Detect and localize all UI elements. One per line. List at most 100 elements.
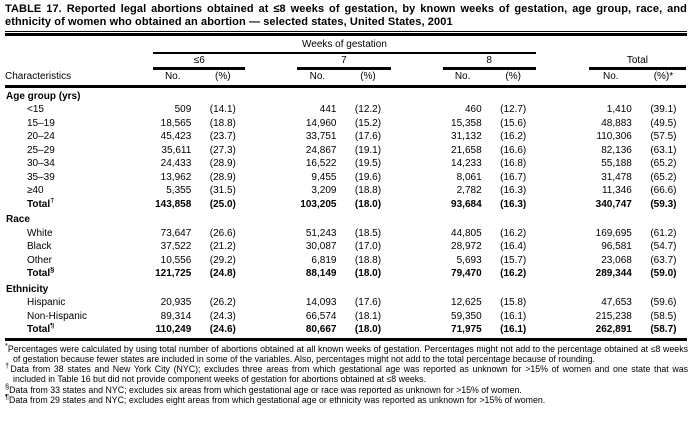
table-row: ≥40 5,355 (31.5) 3,209 (18.8) 2,782 (16.… — [5, 184, 686, 198]
column-gap — [245, 323, 297, 337]
spacer — [245, 53, 297, 69]
title-rule-thin — [5, 31, 687, 32]
column-gap — [391, 184, 443, 198]
cell-no-7: 3,209 — [311, 185, 337, 196]
cell-pct-7: (12.2) — [354, 104, 382, 115]
cell-no-le6: 20,935 — [160, 297, 192, 308]
cell-pct-le6: (21.2) — [209, 241, 236, 252]
cell-pct-le6: (23.7) — [209, 131, 236, 142]
cell-no-7: 16,522 — [305, 158, 337, 169]
cell-pct-le6: (24.3) — [209, 310, 236, 322]
table-row: Total¶ 110,249 (24.6) 80,667 (18.0) 71,9… — [5, 323, 686, 337]
row-label-marker: † — [50, 197, 55, 205]
column-gap — [245, 117, 297, 131]
cell-no-total: 1,410 — [606, 104, 632, 115]
title-rule-thick — [5, 33, 687, 36]
table-row: 35–39 13,962 (28.9) 9,455 (19.6) 8,061 (… — [5, 171, 686, 185]
cell-no-le6: 13,962 — [160, 171, 192, 183]
cell-no-total: 23,068 — [601, 254, 632, 266]
column-gap — [536, 103, 589, 117]
row-label: <15 — [5, 103, 153, 117]
table-row: 25–29 35,611 (27.3) 24,867 (19.1) 21,658… — [5, 144, 686, 158]
cell-no-8: 79,470 — [451, 268, 482, 279]
table-row: Non-Hispanic 89,314 (24.3) 66,574 (18.1)… — [5, 310, 686, 324]
row-label-text: 15–19 — [27, 117, 55, 129]
cell-pct-total: (61.2) — [650, 227, 677, 239]
cell-no-le6: 35,611 — [161, 144, 192, 156]
row-label-text: Non-Hispanic — [27, 310, 88, 322]
cell-no-le6: 5,355 — [166, 185, 192, 196]
column-gap — [391, 267, 443, 281]
spacer — [391, 53, 443, 69]
column-gap — [391, 144, 443, 158]
footnote-text: Data from 29 states and NYC; excludes ei… — [9, 394, 546, 405]
column-gap — [536, 157, 589, 171]
cell-no-7: 80,667 — [305, 324, 337, 335]
column-gap — [536, 144, 589, 158]
cell-pct-7: (18.0) — [354, 324, 382, 335]
cell-pct-le6: (28.9) — [209, 158, 236, 169]
footnote-text: Data from 38 states and New York City (N… — [10, 364, 689, 385]
column-gap — [245, 103, 297, 117]
cell-no-le6: 18,565 — [160, 117, 192, 129]
spacer — [535, 68, 589, 88]
pct-header-le6: (%) — [200, 68, 246, 88]
header-sub-row: Characteristics No. (%) No. (%) No. (%) … — [5, 68, 686, 88]
pct-header-7: (%) — [345, 68, 391, 88]
footnote-marker: § — [5, 381, 10, 391]
cell-pct-7: (19.5) — [354, 158, 382, 169]
section-header-row: Age group (yrs) — [5, 86, 686, 103]
column-gap — [536, 130, 589, 144]
cell-pct-le6: (18.8) — [209, 117, 236, 129]
cell-no-total: 169,695 — [595, 227, 632, 239]
column-gap — [391, 130, 443, 144]
cell-no-7: 30,087 — [305, 241, 337, 252]
cell-pct-le6: (25.0) — [209, 198, 236, 210]
section-header-row: Race — [5, 211, 686, 227]
column-gap — [536, 310, 589, 324]
footnote-asterisk: *Percentages were calculated by using to… — [5, 341, 688, 365]
cell-pct-le6: (26.2) — [209, 297, 236, 308]
section-title: Ethnicity — [6, 283, 49, 295]
cell-no-le6: 509 — [174, 104, 192, 115]
cell-no-7: 6,819 — [311, 254, 337, 266]
cell-no-total: 262,891 — [595, 324, 632, 335]
spacer — [5, 53, 153, 69]
cell-pct-le6: (26.6) — [209, 227, 236, 239]
cell-no-total: 110,306 — [596, 131, 632, 142]
cell-no-total: 340,747 — [595, 198, 632, 210]
col-group-8: 8 — [442, 52, 536, 70]
cell-pct-8: (16.3) — [500, 198, 527, 210]
pct-header-total: (%)* — [640, 68, 686, 88]
cell-pct-7: (19.1) — [354, 144, 382, 156]
cell-no-7: 88,149 — [305, 268, 337, 279]
spacer — [5, 38, 153, 53]
row-label-text: White — [27, 227, 53, 239]
cell-no-7: 14,093 — [305, 297, 337, 308]
no-header-8: No. — [442, 68, 491, 88]
cell-pct-total: (65.2) — [650, 158, 677, 169]
row-label: Total§ — [5, 267, 153, 281]
footnote-section: §Data from 33 states and NYC; excludes s… — [5, 381, 688, 395]
spacer — [390, 68, 443, 88]
cell-pct-le6: (31.5) — [209, 185, 236, 196]
cell-pct-le6: (29.2) — [209, 254, 236, 266]
cell-no-8: 12,625 — [451, 297, 482, 308]
row-label-text: <15 — [27, 104, 44, 115]
cell-pct-le6: (14.1) — [209, 104, 236, 115]
row-label: Other — [5, 254, 153, 268]
cell-no-total: 47,653 — [601, 297, 632, 308]
row-label-text: Other — [27, 254, 53, 266]
cell-no-8: 21,658 — [451, 144, 482, 156]
column-gap — [391, 296, 443, 310]
row-label: 30–34 — [5, 157, 153, 171]
column-gap — [391, 240, 443, 254]
cell-no-le6: 37,522 — [160, 241, 192, 252]
cell-no-total: 289,344 — [595, 268, 632, 279]
column-gap — [245, 198, 297, 212]
cell-no-7: 66,574 — [305, 310, 337, 322]
table-body: Age group (yrs) <15 509 (14.1) 441 (12.2… — [5, 86, 686, 337]
cell-pct-le6: (24.6) — [209, 324, 236, 335]
row-label: Total† — [5, 198, 153, 212]
cell-pct-8: (16.2) — [500, 268, 527, 279]
